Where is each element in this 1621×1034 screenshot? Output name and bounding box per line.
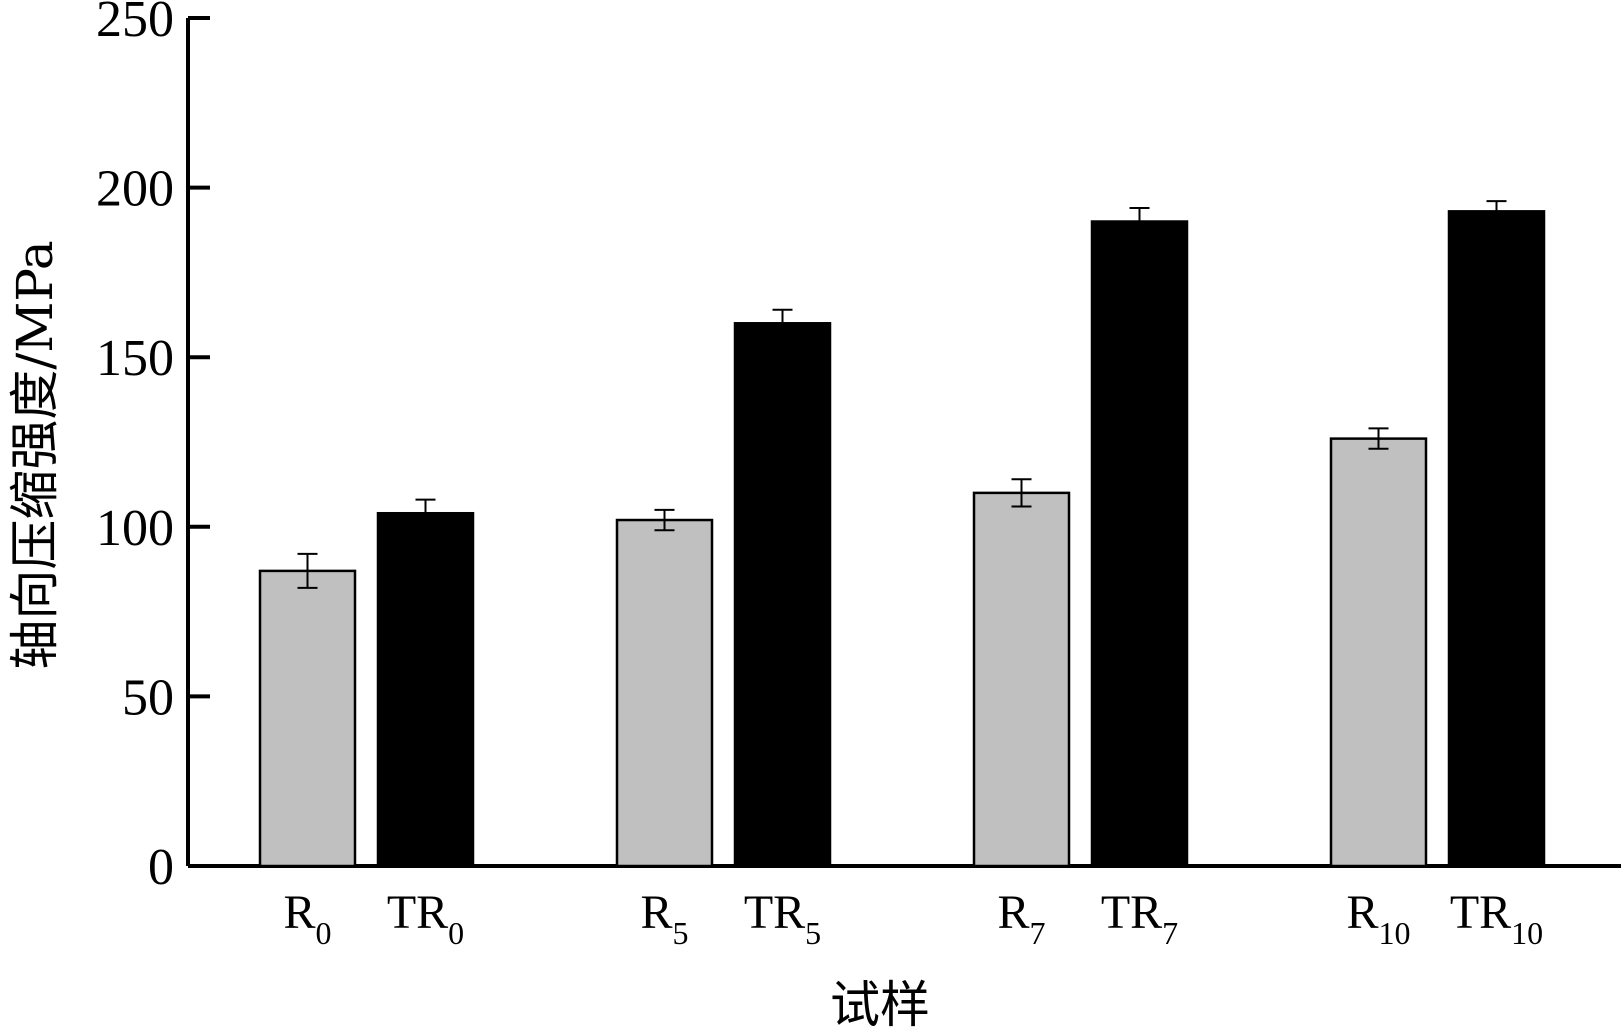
bar bbox=[376, 511, 475, 868]
bar bbox=[1329, 437, 1428, 868]
y-tick-label: 0 bbox=[148, 839, 174, 896]
y-axis-title: 轴向压缩强度/MPa bbox=[6, 240, 64, 669]
category-label: TR10 bbox=[1450, 886, 1543, 951]
category-labels: R0 TR0 R5 TR5 R7 TR7 R10 TR10 bbox=[283, 886, 1543, 951]
category-label: R7 bbox=[997, 886, 1045, 951]
y-tick-label: 150 bbox=[96, 330, 174, 387]
bar bbox=[258, 569, 357, 868]
y-tick-label: 50 bbox=[122, 669, 174, 726]
category-label: TR5 bbox=[744, 886, 821, 951]
bar bbox=[972, 491, 1071, 868]
y-tick-label: 200 bbox=[96, 161, 174, 218]
bar bbox=[1447, 210, 1546, 868]
y-axis: 0 50 100 150 200 250 bbox=[96, 0, 210, 896]
category-label: TR7 bbox=[1101, 886, 1178, 951]
category-label: R0 bbox=[283, 886, 331, 951]
category-label: TR0 bbox=[387, 886, 464, 951]
x-axis-title: 试样 bbox=[830, 976, 930, 1034]
bar bbox=[615, 518, 714, 868]
y-tick-label: 100 bbox=[96, 500, 174, 557]
bar bbox=[733, 322, 832, 868]
y-tick-label: 250 bbox=[96, 0, 174, 48]
bar bbox=[1090, 220, 1189, 868]
category-label: R5 bbox=[640, 886, 688, 951]
error-bars bbox=[297, 200, 1507, 589]
category-label: R10 bbox=[1346, 886, 1410, 951]
bars bbox=[258, 210, 1546, 868]
